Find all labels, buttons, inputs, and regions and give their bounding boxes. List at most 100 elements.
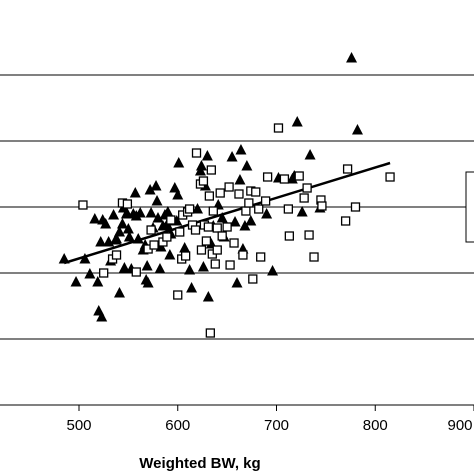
square-point bbox=[262, 172, 273, 182]
triangle-point bbox=[296, 206, 308, 217]
square-point bbox=[222, 222, 232, 232]
square-point bbox=[279, 174, 290, 184]
triangle-point bbox=[89, 213, 101, 224]
x-tick-label-900: 900 bbox=[447, 417, 472, 434]
square-point bbox=[99, 268, 109, 278]
square-point bbox=[385, 172, 395, 182]
square-point bbox=[146, 225, 156, 235]
square-point bbox=[234, 189, 244, 199]
square-point bbox=[166, 215, 176, 225]
square-point bbox=[131, 267, 141, 277]
square-point bbox=[350, 202, 361, 212]
square-point bbox=[225, 260, 235, 270]
triangle-point bbox=[186, 282, 198, 293]
triangle-point bbox=[172, 189, 184, 200]
triangle-point bbox=[179, 242, 191, 253]
square-point bbox=[260, 196, 271, 206]
trendline bbox=[63, 161, 391, 265]
triangle-point bbox=[142, 277, 154, 288]
triangle-point bbox=[132, 233, 144, 244]
square-point bbox=[196, 245, 207, 255]
square-point bbox=[284, 231, 294, 241]
triangle-point bbox=[291, 116, 303, 127]
square-point bbox=[212, 223, 222, 233]
square-point bbox=[201, 236, 212, 246]
square-point bbox=[111, 250, 122, 260]
triangle-point bbox=[241, 160, 253, 171]
square-point bbox=[205, 328, 215, 338]
x-tick-label-500: 500 bbox=[66, 417, 91, 434]
x-tick-label-700: 700 bbox=[264, 417, 289, 434]
square-point bbox=[208, 206, 218, 216]
triangle-point bbox=[245, 215, 257, 226]
triangle-point bbox=[113, 226, 125, 237]
square-point bbox=[203, 222, 214, 232]
triangle-point bbox=[229, 216, 241, 227]
triangle-point bbox=[141, 260, 153, 271]
triangle-point bbox=[216, 212, 228, 223]
triangle-point bbox=[96, 311, 108, 322]
triangle-point bbox=[201, 150, 213, 161]
triangle-point bbox=[226, 151, 238, 162]
triangle-point bbox=[111, 233, 123, 244]
legend-frame bbox=[465, 171, 474, 243]
square-point bbox=[206, 165, 216, 175]
square-point bbox=[299, 193, 309, 203]
square-point bbox=[302, 183, 312, 193]
triangle-point bbox=[154, 263, 166, 274]
triangle-point bbox=[123, 231, 135, 242]
square-point bbox=[340, 216, 351, 226]
trendline-group bbox=[63, 161, 391, 265]
triangle-point bbox=[122, 223, 134, 234]
triangle-point bbox=[152, 212, 164, 223]
triangle-point bbox=[144, 184, 156, 195]
legend-box bbox=[465, 171, 474, 243]
triangle-point bbox=[164, 249, 176, 260]
triangle-point bbox=[239, 220, 251, 231]
square-point bbox=[256, 252, 266, 262]
triangle-point bbox=[231, 277, 243, 288]
triangle-point bbox=[108, 209, 120, 220]
triangle-point bbox=[202, 291, 214, 302]
x-tick-label-800: 800 bbox=[363, 417, 388, 434]
triangle-point bbox=[84, 268, 96, 279]
triangle-point bbox=[234, 174, 246, 185]
triangle-point bbox=[118, 262, 130, 273]
square-point bbox=[190, 225, 201, 235]
square-point bbox=[204, 191, 215, 201]
square-point bbox=[175, 227, 185, 237]
triangle-point bbox=[134, 207, 146, 218]
square-point bbox=[180, 251, 191, 261]
triangle-point bbox=[95, 236, 107, 247]
triangle-point bbox=[113, 287, 125, 298]
square-point bbox=[78, 200, 88, 210]
triangle-point bbox=[173, 157, 185, 168]
square-point bbox=[241, 206, 251, 216]
square-point bbox=[217, 231, 227, 241]
square-point bbox=[244, 198, 254, 208]
square-point bbox=[210, 259, 220, 269]
square-point bbox=[162, 232, 172, 242]
square-point bbox=[173, 290, 183, 300]
triangle-point bbox=[346, 52, 358, 63]
triangle-point bbox=[267, 265, 279, 276]
triangle-point bbox=[261, 208, 273, 219]
square-point bbox=[309, 252, 319, 262]
square-point bbox=[215, 188, 225, 198]
square-point bbox=[191, 148, 202, 158]
square-point bbox=[212, 245, 222, 255]
triangle-point bbox=[151, 195, 163, 206]
points-group bbox=[58, 52, 395, 338]
square-point bbox=[198, 176, 209, 186]
square-point bbox=[273, 123, 284, 133]
gridlines bbox=[0, 74, 474, 340]
x-tick-label-600: 600 bbox=[165, 417, 190, 434]
square-point bbox=[304, 230, 314, 240]
square-point bbox=[283, 204, 294, 214]
triangle-point bbox=[195, 160, 207, 171]
triangle-point bbox=[184, 264, 196, 275]
square-point bbox=[342, 164, 353, 174]
square-point bbox=[224, 182, 234, 192]
square-point bbox=[229, 238, 239, 248]
